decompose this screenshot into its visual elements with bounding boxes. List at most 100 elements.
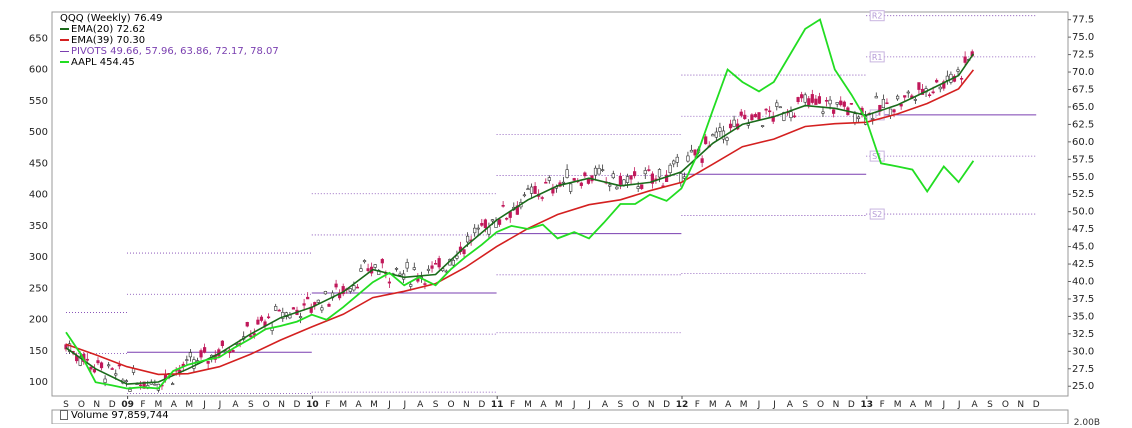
pivot-tag-label: R2 <box>872 12 883 21</box>
candle-body <box>586 178 591 184</box>
candle-body <box>569 183 573 192</box>
right-tick-label: 62.5 <box>1072 119 1094 130</box>
legend-aapl: AAPL 454.45 <box>71 57 135 68</box>
left-tick-label: 250 <box>29 283 48 294</box>
candle-body <box>338 292 342 299</box>
left-tick-label: 350 <box>29 221 48 232</box>
candle-body <box>366 268 370 271</box>
candle-body <box>871 118 875 120</box>
x-tick-label: O <box>263 400 270 410</box>
candle-body <box>124 380 129 383</box>
x-tick-label: J <box>402 400 406 410</box>
candle-body <box>633 171 637 177</box>
candle-body <box>931 91 935 94</box>
candle-body <box>451 259 455 266</box>
candle-body <box>405 262 409 269</box>
candle-body <box>323 291 328 295</box>
candle-body <box>277 309 281 312</box>
candle-body <box>497 219 502 225</box>
candle-body <box>266 316 271 319</box>
candle-body <box>625 176 630 183</box>
candle-body <box>821 111 825 114</box>
right-tick-label: 72.5 <box>1072 50 1094 61</box>
candle-body <box>814 98 818 105</box>
left-tick-label: 200 <box>29 315 48 326</box>
x-tick-label: M <box>524 400 532 410</box>
candle-body <box>764 108 768 111</box>
candle-body <box>394 268 399 270</box>
x-tick-label: J <box>218 400 222 410</box>
candle-body <box>668 164 672 174</box>
x-tick-label: N <box>1017 400 1024 410</box>
candle-body <box>437 258 441 268</box>
left-tick-label: 500 <box>29 127 48 138</box>
candle-body <box>593 167 598 176</box>
candle-body <box>881 99 885 109</box>
right-tick-label: 42.5 <box>1072 259 1094 270</box>
candle-body <box>231 349 235 353</box>
candle-body <box>409 284 413 287</box>
x-tick-label: J <box>572 400 576 410</box>
right-tick-label: 55.0 <box>1072 172 1094 183</box>
x-tick-label: A <box>910 400 917 410</box>
x-tick-label: N <box>833 400 840 410</box>
x-tick-label: N <box>463 400 470 410</box>
candle-body <box>483 219 487 229</box>
pivot-tag <box>869 51 885 63</box>
x-tick-label: 12 <box>676 400 689 410</box>
candle-body <box>114 373 118 376</box>
candle-body <box>636 186 640 189</box>
right-tick-label: 75.0 <box>1072 32 1094 43</box>
candle-body <box>679 173 683 183</box>
candle-body <box>711 134 715 137</box>
candle-body <box>281 311 285 319</box>
x-tick-label: S <box>63 400 69 410</box>
volume-glyph-icon <box>60 410 68 420</box>
candle-body <box>803 94 807 103</box>
candle-body <box>206 361 210 364</box>
candle-body <box>298 316 303 319</box>
candle-body <box>963 56 967 63</box>
x-tick-label: S <box>802 400 808 410</box>
candle-body <box>185 359 189 361</box>
x-tick-label: J <box>387 400 391 410</box>
candle-body <box>291 307 296 310</box>
candle-body <box>945 75 949 81</box>
left-tick-label: 450 <box>29 158 48 169</box>
candle-body <box>359 268 363 272</box>
x-tick-label: J <box>772 400 776 410</box>
candle-body <box>728 123 733 129</box>
candle-body <box>942 81 946 89</box>
right-tick-label: 30.0 <box>1072 346 1094 357</box>
x-tick-label: M <box>185 400 193 410</box>
x-tick-label: D <box>478 400 485 410</box>
x-tick-label: O <box>78 400 85 410</box>
candle-body <box>856 116 861 119</box>
right-tick-label: 67.5 <box>1072 84 1094 95</box>
candle-body <box>533 186 537 194</box>
left-tick-label: 550 <box>29 96 48 107</box>
candle-body <box>895 95 900 100</box>
candle-body <box>824 100 829 102</box>
candle-body <box>675 156 679 163</box>
candle-body <box>92 369 97 373</box>
candle-body <box>664 174 669 182</box>
candle-body <box>249 335 253 338</box>
x-tick-label: N <box>648 400 655 410</box>
candle-body <box>956 69 960 72</box>
left-tick-label: 400 <box>29 190 48 201</box>
pivots-swatch <box>60 50 69 52</box>
candle-body <box>792 115 797 118</box>
candle-body <box>686 155 690 162</box>
candle-body <box>913 99 917 101</box>
x-tick-label: M <box>740 400 748 410</box>
candle-body <box>885 102 889 105</box>
candle-body <box>640 184 644 189</box>
x-tick-label: A <box>602 400 609 410</box>
x-tick-label: O <box>447 400 454 410</box>
x-tick-label: S <box>618 400 624 410</box>
candle-body <box>704 136 708 145</box>
candle-body <box>316 299 320 303</box>
candle-body <box>139 384 143 387</box>
candle-body <box>362 260 367 263</box>
